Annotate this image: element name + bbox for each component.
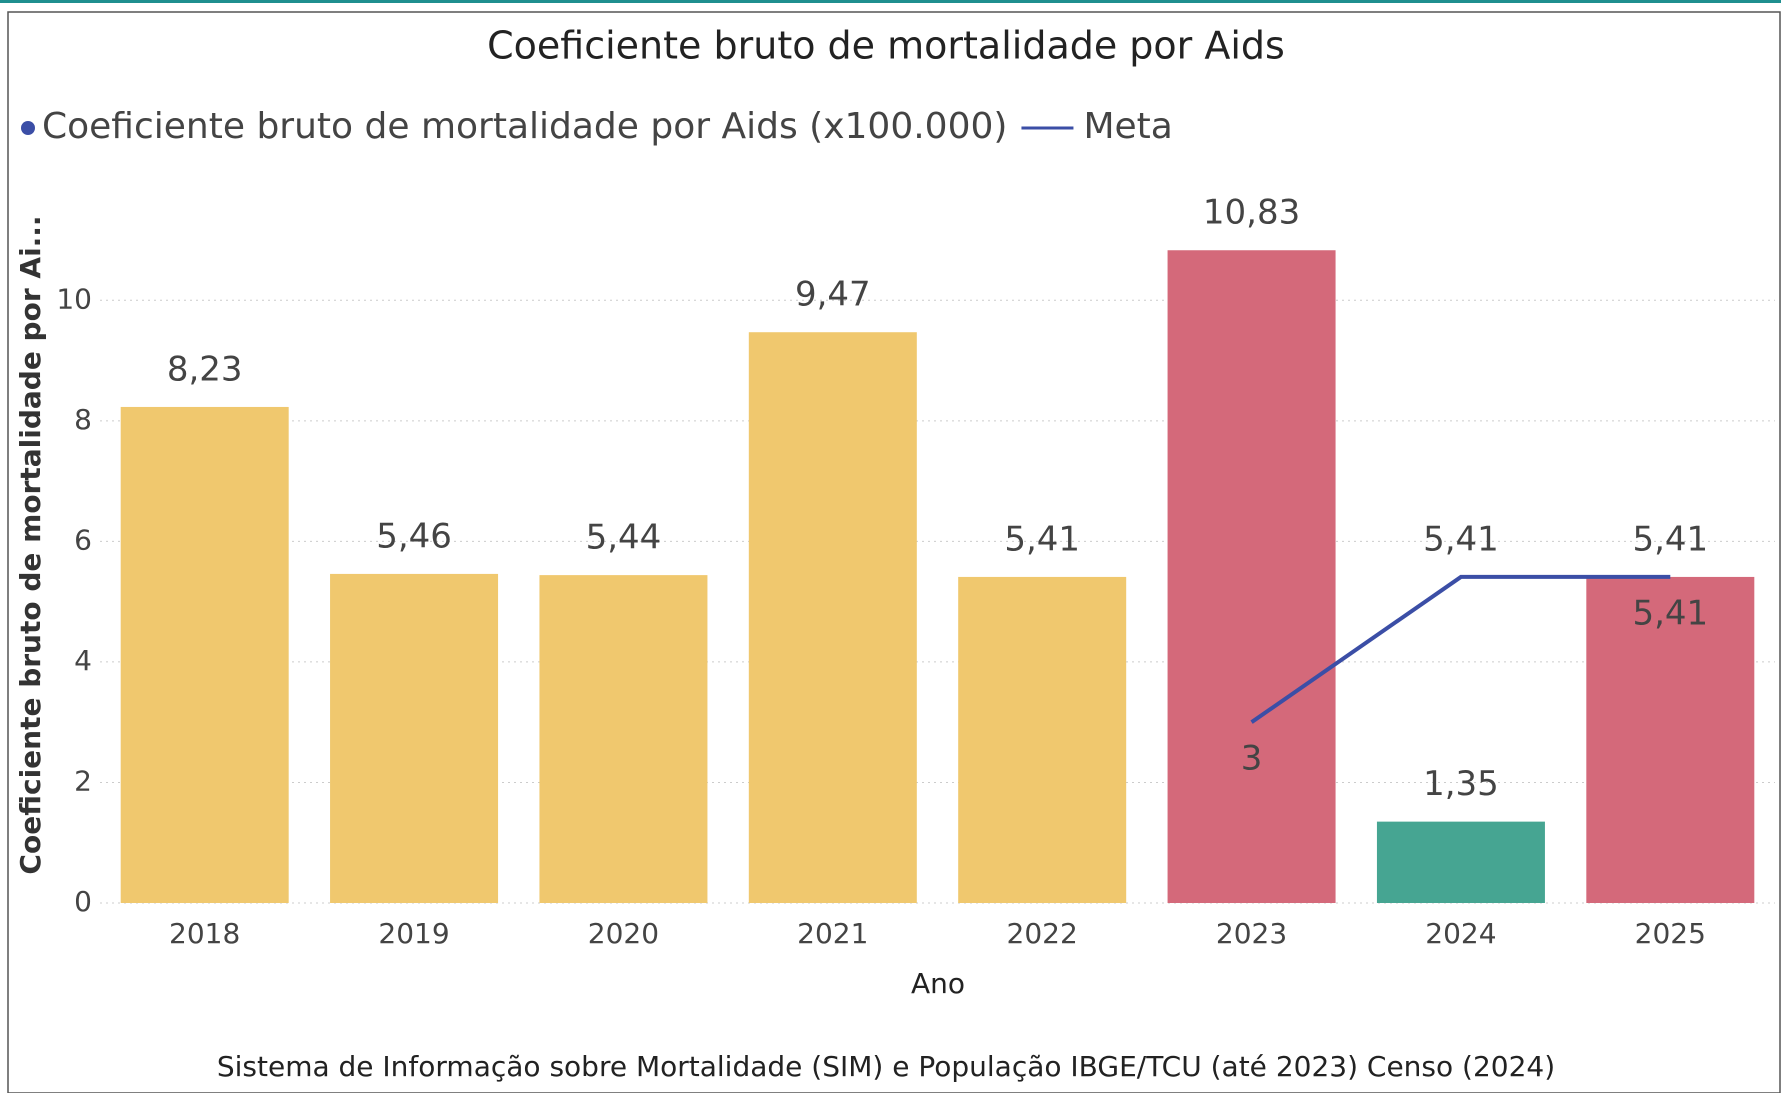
bar [1586,576,1755,903]
bar [1376,821,1545,903]
bar [330,573,499,903]
source: Sistema de Informação sobre Mortalidade … [217,1050,1555,1083]
y-tick-label: 10 [56,282,92,315]
bar [1167,250,1336,904]
bar [539,575,708,903]
data-label: 8,23 [167,349,243,389]
data-label: 5,41 [1004,519,1080,559]
bar [748,332,917,903]
x-tick-label: 2025 [1635,917,1706,950]
y-axis-label: Coeficiente bruto de mortalidade por Ai.… [14,215,47,874]
y-tick-label: 2 [74,764,92,797]
bar [958,576,1127,903]
x-axis-label: Ano [911,967,965,1000]
x-tick-label: 2024 [1425,917,1496,950]
data-label: 5,46 [376,516,452,556]
data-label: 5,44 [586,518,662,558]
x-tick-label: 2019 [378,917,449,950]
line-label: 5,41 [1632,593,1708,633]
x-tick-label: 2022 [1007,917,1078,950]
chart-title: Coeficiente bruto de mortalidade por Aid… [487,24,1285,68]
line-label: 5,41 [1423,519,1499,559]
line-label: 3 [1241,739,1263,779]
x-tick-label: 2018 [169,917,240,950]
data-label: 1,35 [1423,764,1499,804]
meta-line [1250,574,1671,724]
top-border [0,0,1781,3]
frame [7,11,1781,1093]
y-tick-label: 0 [74,885,92,918]
bar [120,406,289,903]
legend-dot [21,121,35,135]
y-tick-label: 8 [74,403,92,436]
y-tick-label: 6 [74,523,92,556]
data-label: 5,41 [1632,519,1708,559]
x-tick-label: 2020 [588,917,659,950]
legend-label: Coeficiente bruto de mortalidade por Aid… [42,106,1007,147]
x-tick-label: 2023 [1216,917,1287,950]
y-tick-label: 4 [74,644,92,677]
x-tick-label: 2021 [797,917,868,950]
data-label: 9,47 [795,275,871,315]
data-label: 10,83 [1203,193,1300,233]
legend-label: Meta [1083,106,1172,147]
